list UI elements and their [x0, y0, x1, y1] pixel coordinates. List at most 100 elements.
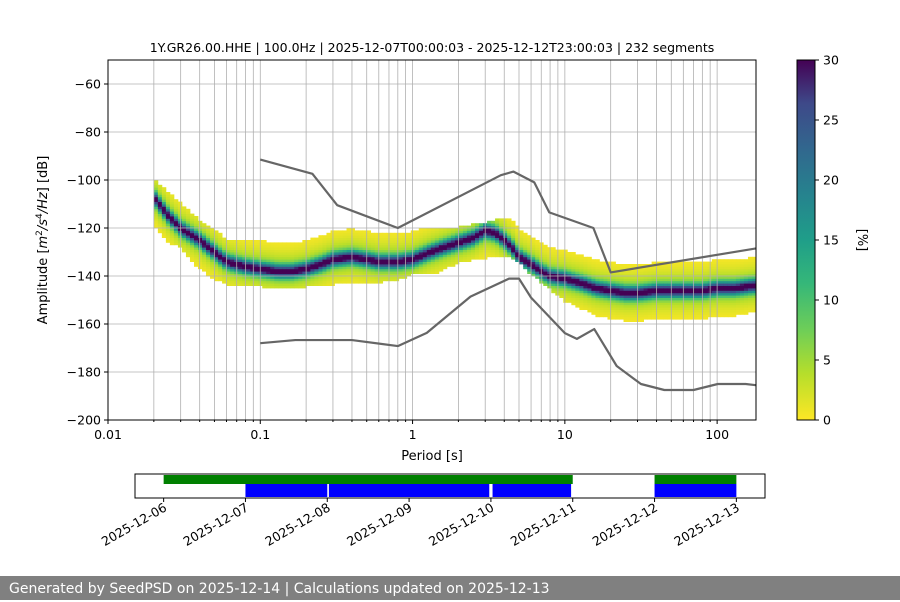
histogram-cell [222, 264, 227, 267]
histogram-cell [454, 237, 460, 241]
histogram-cell [563, 266, 568, 270]
histogram-cell [254, 273, 259, 277]
histogram-cell [507, 220, 512, 224]
histogram-cell [326, 244, 331, 248]
histogram-cell [402, 264, 408, 267]
histogram-cell [358, 237, 363, 241]
histogram-cell [181, 235, 187, 238]
histogram-cell [250, 268, 255, 272]
histogram-cell [507, 232, 512, 236]
histogram-cell [731, 283, 737, 286]
histogram-cell [314, 252, 319, 255]
histogram-cell [193, 223, 199, 226]
histogram-cell [254, 252, 259, 255]
histogram-cell [675, 312, 681, 315]
histogram-cell [647, 288, 653, 291]
histogram-cell [185, 218, 191, 222]
histogram-cell [519, 244, 524, 248]
psd-coverage-bar [328, 484, 490, 497]
histogram-cell [202, 254, 207, 258]
histogram-cell [314, 278, 319, 282]
histogram-cell [655, 271, 661, 274]
histogram-cell [226, 280, 231, 284]
histogram-cell [185, 216, 191, 219]
histogram-cell [374, 252, 380, 255]
histogram-cell [711, 300, 717, 303]
histogram-cell [679, 302, 685, 306]
histogram-cell [731, 312, 737, 315]
histogram-cell [458, 249, 464, 253]
histogram-cell [438, 235, 444, 238]
histogram-cell [238, 240, 243, 243]
histogram-cell [434, 259, 440, 262]
histogram-cell [639, 297, 644, 301]
histogram-cell [318, 254, 323, 258]
histogram-cell [157, 194, 163, 198]
histogram-cell [326, 252, 331, 255]
histogram-cell [282, 261, 287, 265]
histogram-cell [434, 254, 440, 258]
histogram-cell [446, 237, 452, 241]
histogram-cell [350, 230, 355, 234]
histogram-cell [454, 249, 460, 253]
histogram-cell [346, 247, 351, 250]
histogram-cell [466, 254, 472, 258]
histogram-cell [210, 244, 215, 248]
histogram-cell [362, 280, 367, 284]
histogram-cell [165, 228, 171, 231]
histogram-cell [631, 292, 636, 296]
histogram-cell [559, 256, 564, 260]
histogram-cell [623, 280, 628, 284]
histogram-cell [318, 261, 323, 265]
histogram-cell [302, 254, 307, 258]
histogram-cell [547, 268, 552, 272]
histogram-cell [362, 271, 367, 274]
histogram-cell [322, 244, 327, 248]
histogram-cell [747, 290, 753, 294]
histogram-cell [651, 288, 657, 291]
histogram-cell [185, 242, 191, 246]
histogram-cell [683, 314, 689, 318]
histogram-cell [571, 283, 576, 286]
histogram-cell [306, 261, 311, 265]
histogram-cell [342, 247, 347, 250]
histogram-cell [527, 259, 532, 262]
histogram-cell [326, 256, 331, 260]
timeline-date-label: 2025-12-11 [508, 500, 578, 549]
histogram-cell [627, 295, 632, 298]
histogram-cell [350, 235, 355, 238]
histogram-cell [547, 254, 552, 258]
histogram-cell [595, 264, 600, 267]
histogram-cell [619, 300, 624, 303]
x-axis-ticks: 0.01 0.1 1 10 100 [94, 420, 729, 442]
histogram-cell [579, 302, 584, 306]
histogram-cell [181, 216, 187, 219]
histogram-cell [430, 230, 436, 234]
histogram-cell [322, 237, 327, 241]
histogram-cell [286, 259, 291, 262]
histogram-cell [193, 249, 199, 253]
histogram-cell [727, 259, 733, 262]
histogram-cell [414, 266, 420, 270]
histogram-cell [354, 264, 359, 267]
histogram-cell [362, 266, 367, 270]
histogram-cell [687, 295, 693, 298]
histogram-cell [535, 259, 540, 262]
histogram-cell [226, 271, 231, 274]
histogram-cell [739, 288, 745, 291]
histogram-cell [667, 295, 673, 298]
histogram-cell [487, 235, 492, 238]
histogram-cell [310, 283, 315, 286]
histogram-cell [599, 304, 604, 308]
histogram-cell [354, 242, 359, 246]
histogram-cell [535, 254, 540, 258]
histogram-cell [607, 302, 612, 306]
histogram-cell [242, 276, 247, 279]
colorbar-tick-label: 0 [823, 413, 831, 428]
histogram-cell [667, 297, 673, 301]
histogram-cell [579, 285, 584, 289]
histogram-cell [639, 280, 644, 284]
histogram-cell [410, 232, 416, 236]
histogram-cell [210, 240, 215, 243]
histogram-cell [571, 295, 576, 298]
